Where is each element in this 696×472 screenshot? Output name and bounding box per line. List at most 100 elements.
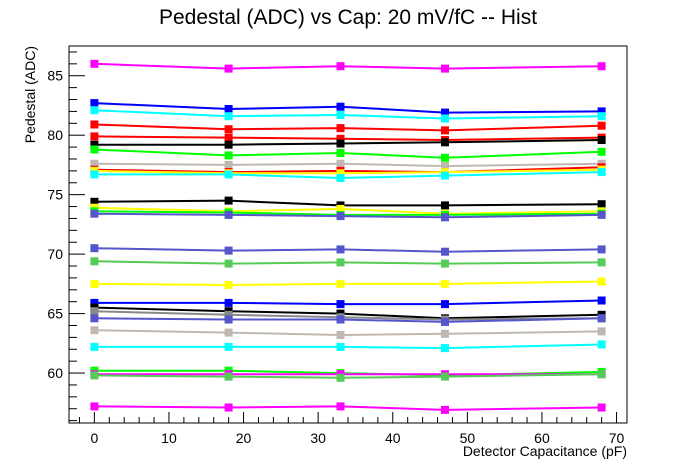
data-point (336, 139, 345, 148)
data-point (224, 372, 233, 381)
x-tick-label: 70 (609, 430, 625, 446)
data-point (336, 174, 345, 182)
data-point (224, 64, 233, 73)
data-point (224, 281, 233, 289)
data-point (597, 370, 606, 379)
data-point (597, 296, 606, 305)
data-point (441, 114, 449, 123)
data-point (224, 112, 233, 121)
data-point (597, 121, 606, 130)
data-point (336, 169, 345, 178)
series-layer (90, 59, 606, 414)
data-point (224, 310, 233, 319)
data-point (90, 120, 99, 129)
data-point (336, 245, 345, 254)
y-tick-label: 80 (47, 127, 63, 143)
series-1 (90, 59, 606, 73)
data-point (597, 168, 606, 177)
x-tick-label: 60 (534, 430, 550, 446)
data-point (224, 315, 233, 324)
y-axis-label: Pedestal (ADC) (22, 46, 38, 143)
data-point (336, 300, 345, 309)
data-point (90, 307, 99, 316)
data-point (336, 315, 345, 324)
data-point (90, 197, 99, 206)
x-tick-label: 30 (310, 430, 326, 446)
data-point (441, 171, 449, 180)
data-point (597, 327, 606, 336)
data-point (90, 99, 99, 108)
data-point (224, 133, 233, 142)
y-tick-label: 85 (47, 68, 63, 84)
data-point (90, 298, 99, 307)
data-point (441, 405, 449, 414)
data-point (90, 140, 99, 149)
data-point (336, 331, 345, 339)
series-19 (90, 296, 606, 309)
series-6 (90, 136, 606, 149)
data-point (597, 200, 606, 209)
series-16 (90, 244, 606, 256)
series-17 (90, 257, 606, 268)
data-point (441, 201, 449, 210)
data-point (224, 342, 233, 351)
data-point (597, 314, 606, 323)
data-point (441, 153, 449, 162)
data-point (441, 300, 449, 309)
y-tick-label: 65 (47, 306, 63, 322)
data-point (441, 213, 449, 222)
data-point (90, 106, 99, 115)
data-point (90, 145, 99, 154)
data-point (336, 402, 345, 411)
data-point (441, 126, 449, 135)
data-point (224, 125, 233, 134)
data-point (336, 102, 345, 111)
data-point (441, 259, 449, 268)
data-point (224, 403, 233, 412)
data-point (597, 136, 606, 144)
data-point (336, 159, 345, 168)
x-tick-label: 50 (460, 430, 476, 446)
series-27 (90, 370, 606, 382)
series-24 (90, 340, 606, 353)
data-point (336, 212, 345, 221)
data-point (224, 170, 233, 179)
data-point (597, 340, 606, 349)
data-point (597, 112, 606, 121)
series-2 (90, 99, 606, 117)
data-point (224, 210, 233, 219)
data-point (597, 277, 606, 286)
data-point (441, 108, 449, 117)
chart-title: Pedestal (ADC) vs Cap: 20 mV/fC -- Hist (159, 6, 537, 29)
data-point (441, 64, 449, 73)
data-point (90, 209, 99, 218)
y-tick-label: 75 (47, 187, 63, 203)
data-point (597, 258, 606, 267)
data-point (224, 246, 233, 255)
data-point (336, 258, 345, 267)
data-point (597, 210, 606, 219)
series-3 (90, 106, 606, 123)
x-tick-label: 40 (385, 430, 401, 446)
data-point (224, 160, 233, 169)
series-22 (90, 314, 606, 326)
data-point (224, 105, 233, 113)
series-4 (90, 120, 606, 135)
data-point (336, 134, 345, 143)
data-point (336, 124, 345, 133)
data-point (597, 107, 606, 116)
data-point (90, 371, 99, 380)
data-point (441, 344, 449, 353)
data-point (336, 342, 345, 351)
x-tick-label: 0 (90, 430, 98, 446)
data-point (90, 59, 99, 68)
data-point (336, 62, 345, 71)
series-7 (90, 145, 606, 162)
x-axis: 0 10 20 30 40 50 60 70 (78, 412, 625, 446)
data-point (90, 402, 99, 411)
series-18 (90, 277, 606, 289)
data-point (90, 244, 99, 253)
data-point (336, 111, 345, 119)
